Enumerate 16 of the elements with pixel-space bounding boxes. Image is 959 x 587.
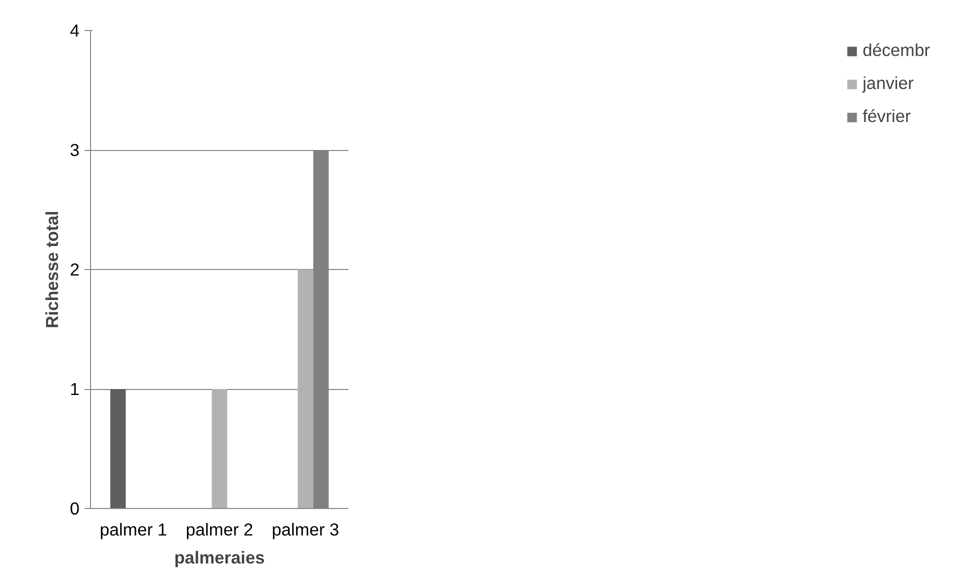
x-axis-title: palmeraies bbox=[174, 548, 265, 568]
y-tick-label: 1 bbox=[70, 379, 80, 399]
y-tick-label: 3 bbox=[70, 140, 80, 160]
x-tick-label: palmer 3 bbox=[272, 520, 340, 540]
legend-label: février bbox=[862, 106, 911, 127]
legend-label: décembr bbox=[862, 40, 930, 61]
bar bbox=[110, 389, 126, 508]
legend-label: janvier bbox=[862, 73, 914, 94]
y-tick-label: 4 bbox=[70, 20, 80, 40]
y-tick-label: 2 bbox=[70, 260, 80, 280]
y-tick-label: 0 bbox=[70, 498, 80, 518]
bar bbox=[212, 389, 228, 508]
x-tick-label: palmer 2 bbox=[186, 520, 254, 540]
bar bbox=[298, 270, 314, 508]
x-tick-label: palmer 1 bbox=[100, 520, 168, 540]
y-axis-title: Richesse total bbox=[42, 210, 62, 328]
